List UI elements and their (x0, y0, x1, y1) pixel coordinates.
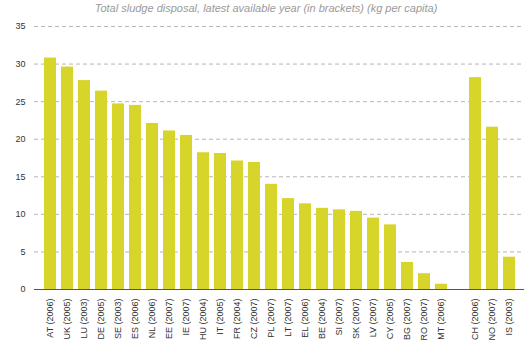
svg-text:UK (2005): UK (2005) (62, 299, 72, 340)
svg-text:AT (2006): AT (2006) (45, 298, 55, 337)
svg-text:EE (2007): EE (2007) (164, 299, 174, 340)
svg-text:NL (2006): NL (2006) (147, 298, 157, 338)
svg-text:BE (2004): BE (2004) (317, 299, 327, 340)
svg-text:LU (2003): LU (2003) (79, 299, 89, 339)
svg-text:LT (2007): LT (2007) (283, 299, 293, 337)
svg-text:5: 5 (20, 247, 25, 257)
svg-text:10: 10 (15, 209, 25, 219)
svg-text:IE (2007): IE (2007) (181, 299, 191, 336)
svg-text:DE (2005): DE (2005) (96, 299, 106, 340)
html-text:Total sludge disposal, latest: Total sludge disposal, latest available … (94, 2, 438, 14)
svg-text:0: 0 (20, 284, 25, 294)
svg-text:FR (2004): FR (2004) (232, 298, 242, 339)
svg-text:BG (2007): BG (2007) (402, 299, 412, 341)
svg-text:CZ (2007): CZ (2007) (249, 298, 259, 339)
svg-text:CY (2005): CY (2005) (385, 299, 395, 340)
svg-text:EL (2006): EL (2006) (300, 299, 310, 338)
svg-text:CH (2006): CH (2006) (470, 298, 480, 340)
svg-text:20: 20 (15, 134, 25, 144)
svg-text:SE (2003): SE (2003) (113, 299, 123, 340)
svg-text:SK (2007): SK (2007) (351, 299, 361, 340)
svg-text:NO (2007): NO (2007) (487, 299, 497, 341)
svg-text:35: 35 (15, 21, 25, 31)
svg-text:HU (2004): HU (2004) (198, 298, 208, 340)
svg-text:MT (2006): MT (2006) (436, 299, 446, 340)
svg-text:PL (2007): PL (2007) (266, 299, 276, 338)
svg-text:IT (2005): IT (2005) (215, 299, 225, 335)
svg-text:SI (2007): SI (2007) (334, 299, 344, 336)
svg-text:15: 15 (15, 172, 25, 182)
svg-text:30: 30 (15, 59, 25, 69)
svg-text:RO (2007): RO (2007) (419, 299, 429, 341)
svg-text:IS (2003): IS (2003) (504, 299, 514, 336)
svg-text:LV (2007): LV (2007) (368, 299, 378, 338)
svg-text:ES (2006): ES (2006) (130, 299, 140, 340)
svg-text:25: 25 (15, 97, 25, 107)
